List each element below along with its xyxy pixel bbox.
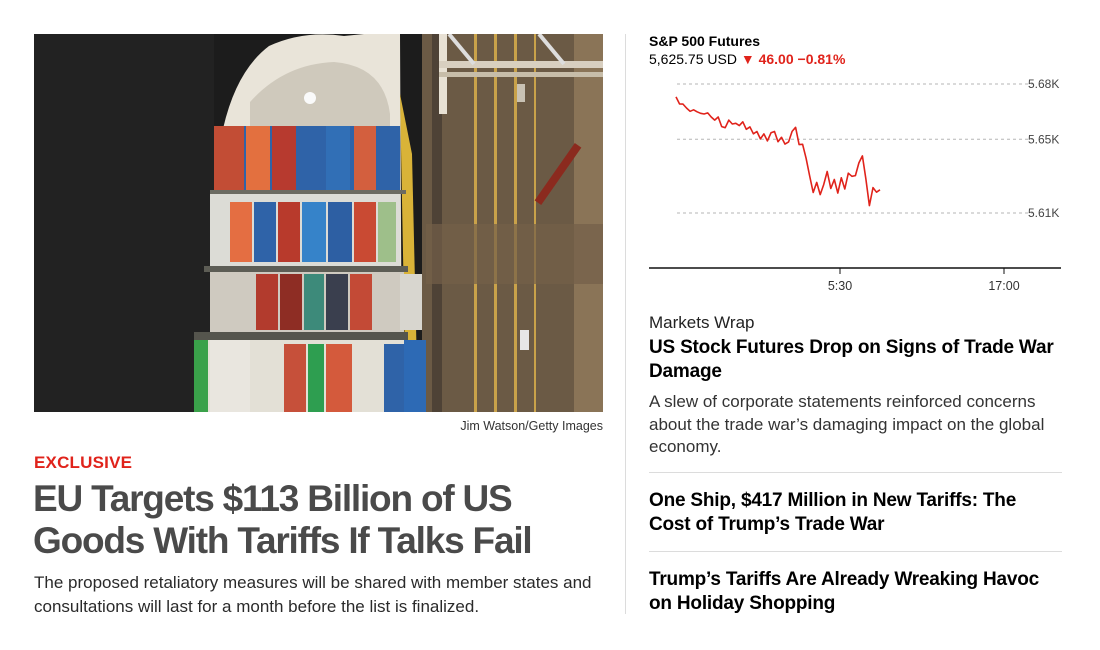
ticker-price: 5,625.75 USD	[649, 51, 737, 67]
down-triangle-icon: ▼	[740, 51, 755, 67]
container-ship-illustration	[34, 34, 603, 412]
ticker-change-percent: −0.81%	[797, 51, 846, 67]
hero-photo-container-ship[interactable]	[34, 34, 603, 412]
y-tick-label: 5.68K	[1028, 77, 1059, 91]
column-divider	[625, 34, 626, 614]
x-tick-label: 5:30	[828, 279, 852, 293]
series-line	[675, 96, 881, 207]
ticker-change: 46.00	[758, 51, 794, 67]
ticker-quote: 5,625.75 USD ▼ 46.00 −0.81%	[649, 51, 845, 67]
story-summary-futures-drop: A slew of corporate statements reinforce…	[649, 392, 1045, 456]
exclusive-label: EXCLUSIVE	[34, 453, 133, 472]
x-tick-label: 17:00	[988, 279, 1019, 293]
y-tick-label: 5.65K	[1028, 132, 1059, 146]
photo-credit: Jim Watson/Getty Images	[460, 419, 603, 433]
story-divider	[649, 472, 1062, 473]
lead-summary: The proposed retaliatory measures will b…	[34, 573, 592, 616]
futures-chart[interactable]: 5.68K 5.65K 5.61K 5:30 17:00	[640, 70, 1065, 300]
section-label-markets-wrap[interactable]: Markets Wrap	[649, 313, 755, 332]
ticker-name[interactable]: S&P 500 Futures	[649, 33, 761, 49]
story-headline-holiday-shopping[interactable]: Trump’s Tariffs Are Already Wreaking Hav…	[649, 569, 1040, 614]
story-divider	[649, 551, 1062, 552]
y-tick-label: 5.61K	[1028, 206, 1059, 220]
story-headline-one-ship[interactable]: One Ship, $417 Million in New Tariffs: T…	[649, 490, 1017, 535]
lead-headline[interactable]: EU Targets $113 Billion of US Goods With…	[33, 478, 533, 561]
story-headline-futures-drop[interactable]: US Stock Futures Drop on Signs of Trade …	[649, 337, 1054, 382]
